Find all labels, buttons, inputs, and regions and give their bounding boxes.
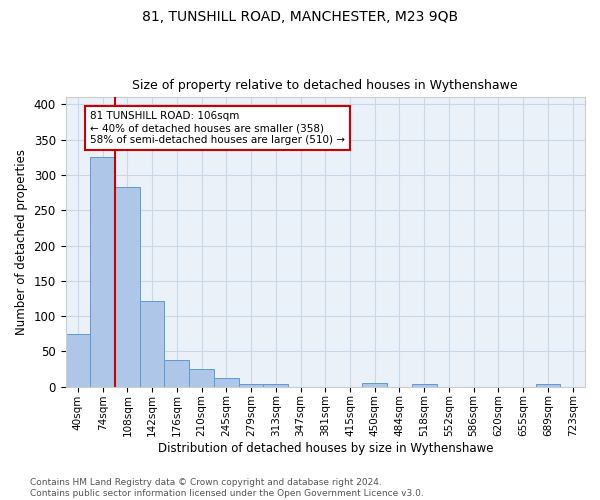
Bar [536, 384, 560, 386]
Bar [140, 300, 164, 386]
Bar [164, 360, 189, 386]
Y-axis label: Number of detached properties: Number of detached properties [15, 149, 28, 335]
Bar [412, 384, 437, 386]
Bar [90, 158, 115, 386]
Bar [263, 384, 288, 386]
Bar [115, 187, 140, 386]
Bar [65, 334, 90, 386]
Text: 81 TUNSHILL ROAD: 106sqm
← 40% of detached houses are smaller (358)
58% of semi-: 81 TUNSHILL ROAD: 106sqm ← 40% of detach… [90, 112, 345, 144]
Bar [239, 384, 263, 386]
Bar [189, 369, 214, 386]
Title: Size of property relative to detached houses in Wythenshawe: Size of property relative to detached ho… [133, 79, 518, 92]
X-axis label: Distribution of detached houses by size in Wythenshawe: Distribution of detached houses by size … [158, 442, 493, 455]
Bar [362, 383, 387, 386]
Text: 81, TUNSHILL ROAD, MANCHESTER, M23 9QB: 81, TUNSHILL ROAD, MANCHESTER, M23 9QB [142, 10, 458, 24]
Bar [214, 378, 239, 386]
Text: Contains HM Land Registry data © Crown copyright and database right 2024.
Contai: Contains HM Land Registry data © Crown c… [30, 478, 424, 498]
